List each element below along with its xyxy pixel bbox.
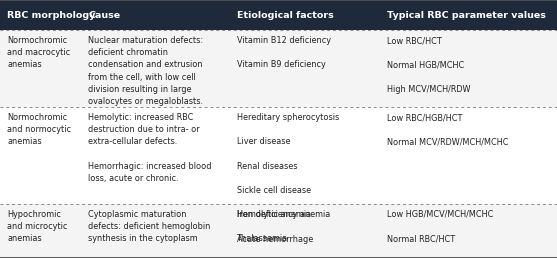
Text: Hypochromic
and microcytic
anemias: Hypochromic and microcytic anemias [7, 210, 67, 243]
Text: Vitamin B12 deficiency

Vitamin B9 deficiency: Vitamin B12 deficiency Vitamin B9 defici… [237, 36, 331, 69]
Bar [0, 0, 557, 30]
Text: Low RBC/HGB/HCT

Normal MCV/RDW/MCH/MCHC: Low RBC/HGB/HCT Normal MCV/RDW/MCH/MCHC [387, 113, 509, 146]
Bar [0, 204, 557, 258]
Text: Iron deficiency anemia

Thalassemia: Iron deficiency anemia Thalassemia [237, 210, 330, 243]
Text: Nuclear maturation defects:
deficient chromatin
condensation and extrusion
from : Nuclear maturation defects: deficient ch… [88, 36, 203, 106]
Text: Hereditary spherocytosis

Liver disease

Renal diseases

Sickle cell disease

He: Hereditary spherocytosis Liver disease R… [237, 113, 339, 244]
Text: Etiological factors: Etiological factors [237, 11, 334, 20]
Text: Cause: Cause [88, 11, 120, 20]
Bar [0, 30, 557, 107]
Text: RBC morphology: RBC morphology [7, 11, 96, 20]
Text: Normochromic
and macrocytic
anemias: Normochromic and macrocytic anemias [7, 36, 70, 69]
Text: Low HGB/MCV/MCH/MCHC

Normal RBC/HCT

High RDW: Low HGB/MCV/MCH/MCHC Normal RBC/HCT High… [387, 210, 494, 258]
Text: Low RBC/HCT

Normal HGB/MCHC

High MCV/MCH/RDW: Low RBC/HCT Normal HGB/MCHC High MCV/MCH… [387, 36, 471, 94]
Text: Cytoplasmic maturation
defects: deficient hemoglobin
synthesis in the cytoplasm: Cytoplasmic maturation defects: deficien… [88, 210, 211, 243]
Bar [0, 107, 557, 204]
Text: Hemolytic: increased RBC
destruction due to intra- or
extra-cellular defects.

H: Hemolytic: increased RBC destruction due… [88, 113, 212, 183]
Text: Normochromic
and normocytic
anemias: Normochromic and normocytic anemias [7, 113, 71, 146]
Text: Typical RBC parameter values: Typical RBC parameter values [387, 11, 546, 20]
